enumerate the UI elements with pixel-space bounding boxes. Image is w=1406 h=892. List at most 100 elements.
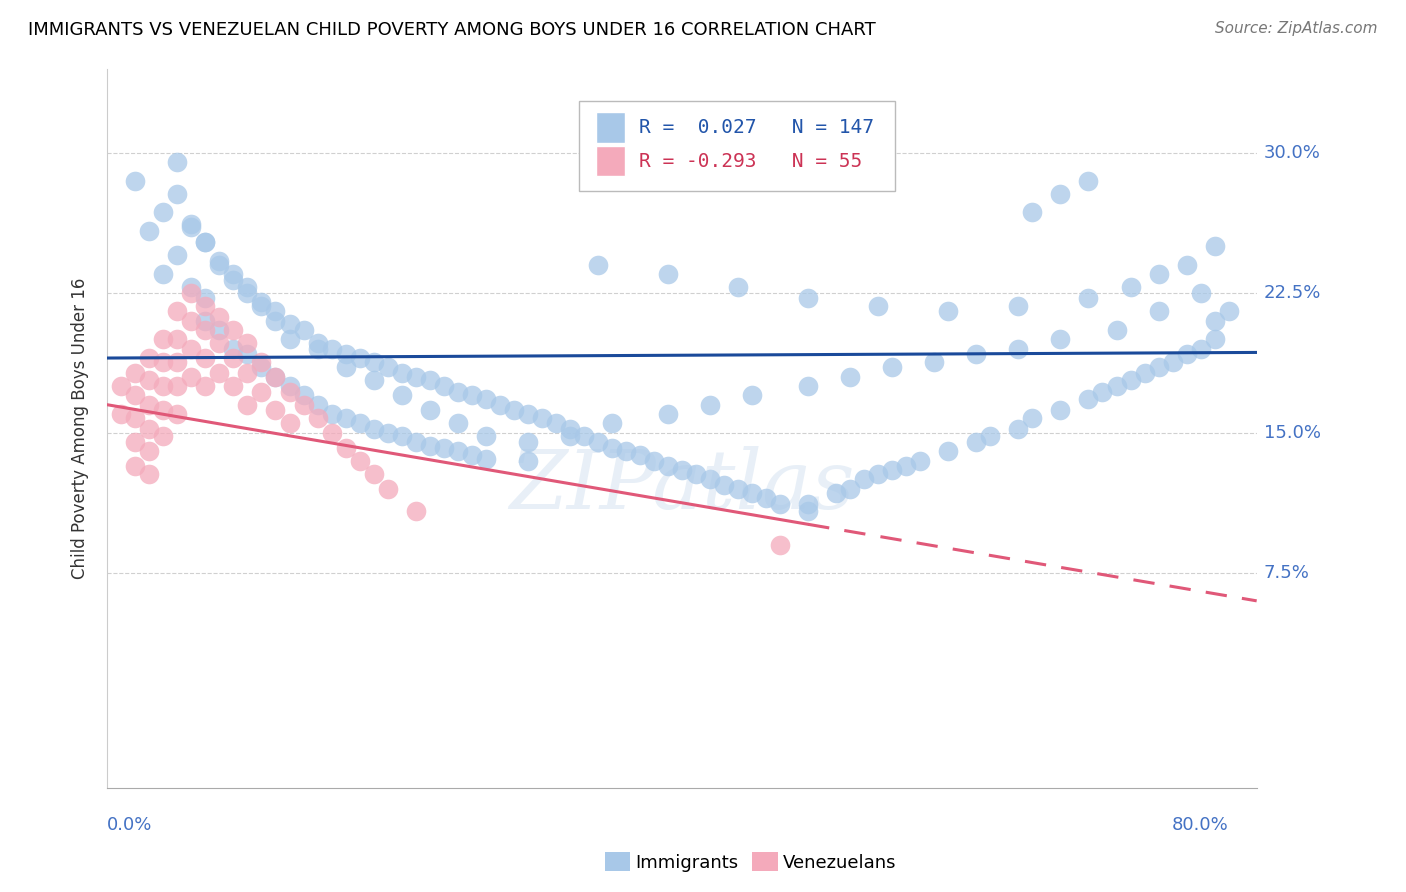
Point <box>558 422 581 436</box>
Point <box>461 448 484 462</box>
Text: 7.5%: 7.5% <box>1264 564 1309 582</box>
Text: 80.0%: 80.0% <box>1171 815 1229 834</box>
Point <box>222 351 245 365</box>
Point <box>741 388 763 402</box>
Point <box>138 422 160 436</box>
Point <box>405 504 427 518</box>
Point <box>853 472 876 486</box>
Point <box>236 347 259 361</box>
Point <box>1189 285 1212 300</box>
Point <box>363 422 385 436</box>
Point <box>896 459 918 474</box>
Point <box>180 220 202 235</box>
Point <box>180 280 202 294</box>
Point <box>208 323 231 337</box>
Point <box>1049 186 1071 201</box>
Point <box>222 379 245 393</box>
Point <box>419 439 441 453</box>
Point <box>335 410 357 425</box>
Point <box>208 258 231 272</box>
Text: R =  0.027   N = 147: R = 0.027 N = 147 <box>640 118 875 137</box>
Point <box>278 384 301 399</box>
Point <box>124 459 146 474</box>
Point <box>264 304 287 318</box>
Point <box>713 478 735 492</box>
Point <box>544 417 567 431</box>
Point <box>222 342 245 356</box>
Point <box>797 497 820 511</box>
Point <box>250 299 273 313</box>
Point <box>377 360 399 375</box>
Point <box>222 267 245 281</box>
Point <box>530 410 553 425</box>
Point <box>110 407 132 421</box>
Y-axis label: Child Poverty Among Boys Under 16: Child Poverty Among Boys Under 16 <box>72 277 89 579</box>
Point <box>180 314 202 328</box>
Point <box>657 459 679 474</box>
Point <box>307 398 329 412</box>
Point <box>166 186 188 201</box>
Point <box>166 155 188 169</box>
Point <box>236 285 259 300</box>
Point <box>138 467 160 481</box>
Point <box>868 467 890 481</box>
Point <box>1147 360 1170 375</box>
Point <box>194 379 217 393</box>
Point <box>1105 323 1128 337</box>
Point <box>882 463 904 477</box>
Point <box>1021 410 1043 425</box>
Point <box>1147 267 1170 281</box>
Point <box>307 336 329 351</box>
Point <box>138 444 160 458</box>
Point <box>461 388 484 402</box>
Point <box>727 482 749 496</box>
Point <box>405 369 427 384</box>
Point <box>138 374 160 388</box>
Point <box>236 366 259 380</box>
Point <box>657 407 679 421</box>
Point <box>166 379 188 393</box>
Point <box>1119 374 1142 388</box>
Point <box>307 410 329 425</box>
Point <box>166 248 188 262</box>
FancyBboxPatch shape <box>596 146 624 177</box>
Point <box>755 491 778 505</box>
Point <box>657 267 679 281</box>
Point <box>124 435 146 450</box>
Point <box>600 417 623 431</box>
Point <box>208 336 231 351</box>
Point <box>741 485 763 500</box>
Point <box>180 342 202 356</box>
Point <box>1007 422 1029 436</box>
Point <box>1161 355 1184 369</box>
Point <box>124 173 146 187</box>
Point <box>335 347 357 361</box>
Point <box>1133 366 1156 380</box>
Point <box>474 392 496 406</box>
Point <box>965 435 987 450</box>
Point <box>558 429 581 443</box>
Point <box>1175 258 1198 272</box>
FancyBboxPatch shape <box>596 112 624 143</box>
Point <box>250 384 273 399</box>
Point <box>447 384 470 399</box>
Point <box>292 388 315 402</box>
Point <box>363 355 385 369</box>
Point <box>292 398 315 412</box>
Point <box>1105 379 1128 393</box>
Point <box>138 224 160 238</box>
Point <box>910 454 932 468</box>
Point <box>839 482 862 496</box>
Point <box>797 379 820 393</box>
Point <box>1175 347 1198 361</box>
Point <box>349 417 371 431</box>
Point <box>769 497 792 511</box>
Point <box>643 454 665 468</box>
Point <box>278 379 301 393</box>
Point <box>936 304 959 318</box>
Point <box>278 332 301 346</box>
Point <box>839 369 862 384</box>
Point <box>1091 384 1114 399</box>
Point <box>166 304 188 318</box>
Point <box>1189 342 1212 356</box>
